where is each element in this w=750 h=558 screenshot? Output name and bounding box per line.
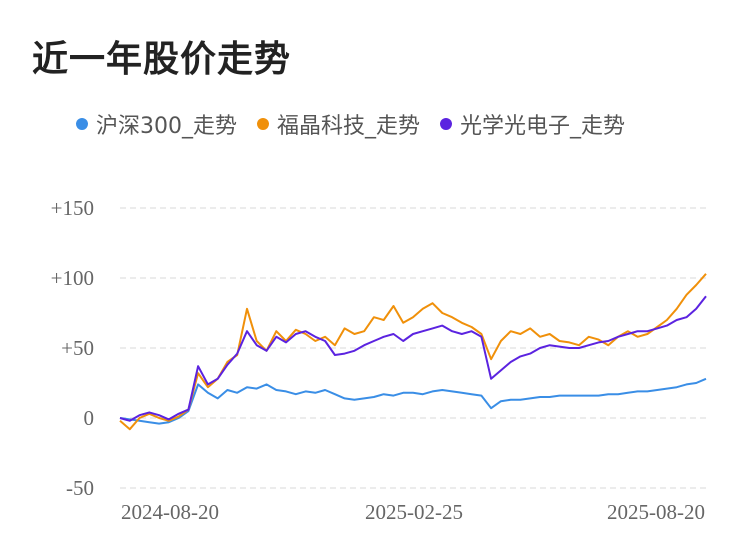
grid-lines <box>120 207 706 489</box>
chart-title: 近一年股价走势 <box>32 39 292 80</box>
x-tick-label: 2024-08-20 <box>121 500 219 524</box>
legend-item-hs300[interactable]: 沪深300_走势 <box>76 108 237 140</box>
x-axis-ticks: 2024-08-20 2025-02-25 2025-08-20 <box>121 500 705 524</box>
x-tick-label: 2025-08-20 <box>607 500 705 524</box>
legend-dot-icon <box>440 118 453 130</box>
chart-legend: 沪深300_走势 福晶科技_走势 光学光电子_走势 <box>76 108 645 140</box>
legend-dot-icon <box>76 118 88 130</box>
y-tick-label: +100 <box>51 266 94 290</box>
series-line-1 <box>119 273 707 431</box>
series-lines <box>119 273 707 431</box>
legend-label: 沪深300_走势 <box>96 114 237 139</box>
y-tick-label: +150 <box>51 196 94 220</box>
legend-dot-icon <box>257 118 269 130</box>
y-tick-label: 0 <box>84 406 95 430</box>
legend-label: 福晶科技_走势 <box>277 114 421 139</box>
series-line-0 <box>119 377 707 425</box>
y-axis-ticks: +150 +100 +50 0 -50 <box>51 196 94 500</box>
legend-label: 光学光电子_走势 <box>460 114 626 139</box>
y-tick-label: +50 <box>61 336 94 360</box>
x-tick-label: 2025-02-25 <box>365 500 463 524</box>
series-line-2 <box>119 295 707 422</box>
legend-item-fujing[interactable]: 福晶科技_走势 <box>257 108 420 140</box>
y-tick-label: -50 <box>66 476 94 500</box>
legend-item-optics[interactable]: 光学光电子_走势 <box>440 108 625 140</box>
